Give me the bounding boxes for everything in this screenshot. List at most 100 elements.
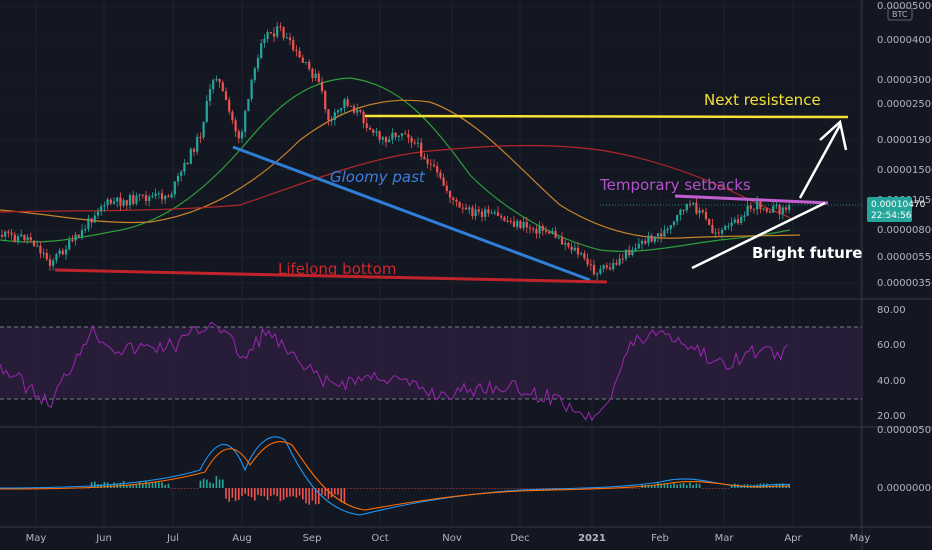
candle-body bbox=[711, 224, 714, 234]
candle-body bbox=[730, 222, 733, 226]
macd-histogram-bar bbox=[266, 488, 269, 501]
candle-body bbox=[660, 233, 663, 237]
candle-body bbox=[308, 61, 311, 69]
candle-body bbox=[538, 226, 541, 234]
macd-histogram-bar bbox=[369, 488, 371, 489]
macd-histogram-bar bbox=[154, 482, 157, 488]
candle-body bbox=[68, 240, 71, 250]
candle-body bbox=[231, 111, 234, 121]
candle-body bbox=[359, 109, 362, 112]
macd-histogram-bar bbox=[676, 484, 678, 488]
candle-body bbox=[496, 212, 500, 216]
time-tick-label: Jul bbox=[166, 533, 179, 544]
candle-body bbox=[724, 225, 727, 230]
macd-histogram-bar bbox=[711, 488, 714, 489]
rsi-tick-label: 80.00 bbox=[877, 305, 906, 316]
candle-body bbox=[612, 262, 615, 270]
candle-body bbox=[781, 207, 784, 214]
macd-histogram-bar bbox=[551, 488, 554, 489]
candle-body bbox=[602, 265, 605, 269]
uptrend-line bbox=[691, 201, 826, 270]
candle-body bbox=[196, 136, 199, 152]
candle-body bbox=[464, 207, 468, 210]
macd-histogram-bar bbox=[714, 488, 717, 489]
macd-histogram-bar bbox=[263, 488, 266, 497]
candle-body bbox=[768, 211, 772, 213]
time-tick-label: Jun bbox=[95, 533, 112, 544]
macd-histogram-bar bbox=[654, 484, 656, 488]
candle-body bbox=[589, 264, 592, 266]
candle-body bbox=[650, 235, 653, 242]
macd-histogram-bar bbox=[209, 482, 211, 488]
candle-body bbox=[624, 249, 628, 259]
candle-body bbox=[128, 195, 132, 206]
candle-body bbox=[336, 110, 340, 113]
candle-body bbox=[528, 227, 532, 229]
macd-histogram-bar bbox=[318, 488, 320, 504]
unit-label: BTC bbox=[892, 10, 908, 19]
candle-body bbox=[103, 205, 106, 207]
macd-histogram-bar bbox=[698, 483, 701, 488]
unit-badge bbox=[887, 7, 913, 21]
candle-body bbox=[576, 247, 580, 255]
candle-body bbox=[698, 210, 701, 214]
macd-histogram-bar bbox=[554, 488, 557, 489]
candle-body bbox=[512, 221, 516, 227]
candle-body bbox=[413, 142, 416, 144]
macd-histogram-bar bbox=[490, 488, 493, 489]
macd-histogram-bar bbox=[308, 488, 310, 505]
macd-histogram-bar bbox=[244, 488, 246, 494]
candle-body bbox=[132, 195, 135, 204]
candle-body bbox=[327, 109, 330, 121]
candle-body bbox=[32, 240, 36, 247]
macd-histogram-bar bbox=[260, 488, 262, 496]
macd-histogram-bar bbox=[727, 488, 730, 489]
candle-body bbox=[756, 201, 759, 210]
candle-body bbox=[247, 98, 250, 111]
candle-body bbox=[676, 214, 679, 222]
macd-histogram-bar bbox=[346, 488, 349, 489]
macd-histogram-bar bbox=[785, 486, 787, 488]
macd-histogram-bar bbox=[538, 488, 541, 489]
price-tick-label: 0.00000550 bbox=[877, 252, 932, 263]
candle-body bbox=[212, 80, 215, 90]
candle-body bbox=[45, 253, 48, 260]
macd-histogram-bar bbox=[353, 488, 355, 489]
macd-histogram-bar bbox=[526, 488, 528, 489]
candle-body bbox=[288, 37, 292, 41]
annotation-bright-future: Bright future bbox=[752, 244, 862, 262]
candle-body bbox=[631, 250, 634, 256]
macd-histogram-bar bbox=[126, 484, 128, 488]
candle-body bbox=[333, 112, 336, 121]
candle-body bbox=[439, 172, 442, 178]
macd-histogram-bar bbox=[222, 479, 224, 488]
candle-body bbox=[52, 260, 55, 266]
candle-body bbox=[125, 200, 128, 206]
candle-body bbox=[119, 197, 122, 206]
macd-histogram-bar bbox=[420, 488, 422, 489]
candle-body bbox=[148, 196, 151, 201]
macd-histogram-bar bbox=[305, 488, 307, 504]
candle-body bbox=[378, 131, 381, 140]
macd-histogram-bar bbox=[388, 488, 390, 489]
macd-histogram-bar bbox=[295, 488, 298, 498]
candle-body bbox=[704, 212, 708, 220]
current-price-tag bbox=[867, 197, 912, 222]
macd-histogram-bar bbox=[519, 488, 522, 489]
candle-body bbox=[519, 220, 522, 228]
candle-body bbox=[279, 26, 282, 28]
annotation-gloomy-past: Gloomy past bbox=[330, 168, 426, 186]
candle-body bbox=[311, 68, 314, 79]
macd-histogram-bar bbox=[206, 479, 208, 488]
macd-histogram-bar bbox=[663, 483, 666, 488]
macd-histogram-bar bbox=[282, 488, 285, 500]
macd-histogram-bar bbox=[324, 488, 326, 497]
candle-body bbox=[669, 225, 672, 229]
candle-body bbox=[564, 242, 567, 245]
time-tick-label: Apr bbox=[784, 533, 802, 544]
annotation-next-resistence: Next resistence bbox=[704, 91, 821, 109]
candle-body bbox=[301, 57, 304, 63]
candle-body bbox=[0, 235, 4, 237]
price-tick-label: 0.00005000 bbox=[877, 1, 932, 12]
